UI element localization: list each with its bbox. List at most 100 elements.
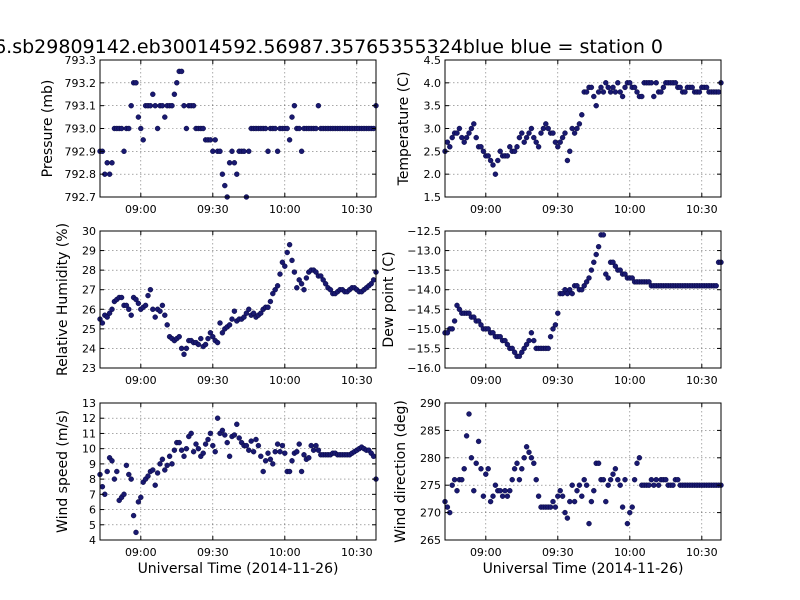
data-point [581,477,587,483]
data-point [121,148,127,155]
data-point [169,461,175,467]
data-point [471,488,477,494]
data-point [459,477,465,483]
data-point [128,102,134,109]
data-point [157,461,163,467]
data-point [471,121,477,127]
subplot-2: 30 29 28 27 26 25 24 23 09:00 09:30 10:00 10:30 Rela… [55,223,379,387]
data-point [224,439,230,446]
data-point [456,306,463,312]
data-point [130,512,137,519]
data-point [320,277,326,283]
x-tick-label: 10:00 [614,374,646,387]
data-point [250,449,257,455]
data-point [459,134,465,141]
data-point [152,314,158,320]
x-tick-label: 10:30 [686,374,718,387]
data-point [243,310,250,316]
data-point [166,453,173,459]
data-point [473,460,479,466]
data-point [231,432,238,438]
data-point [603,80,609,86]
data-point [528,330,535,336]
data-point [250,310,257,316]
data-point [622,477,628,483]
data-point [454,302,460,309]
data-point [190,102,197,109]
data-point [128,476,134,482]
data-point [636,455,643,461]
data-point [234,421,240,427]
data-point [217,148,223,155]
data-point [152,482,158,488]
data-point [559,134,566,141]
data-point [547,334,554,340]
data-point [289,114,295,120]
data-point [322,281,329,287]
data-point [533,139,539,145]
data-point [658,89,664,95]
data-point [255,442,262,449]
data-point [516,353,523,359]
data-point [588,267,595,273]
x-tick-label: 10:00 [614,546,646,559]
axes-frame [444,230,722,369]
data-point [533,477,539,483]
data-point [169,102,175,109]
data-point [507,144,513,150]
y-axis-label: Relative Humidity (%) [55,223,71,376]
data-point [282,263,288,269]
data-point [612,466,619,472]
data-point [519,130,525,136]
data-point [253,436,259,443]
data-point [509,345,515,352]
data-point [200,450,206,456]
data-point [576,482,583,488]
data-point [622,271,628,277]
data-point [461,139,467,145]
data-point [461,466,467,472]
y-tick-label: 23 [82,362,96,375]
data-point [226,160,233,166]
data-point [147,102,154,109]
data-point [466,411,472,417]
x-tick-label: 10:00 [614,203,646,216]
data-point [190,449,197,455]
x-tick-label: 10:30 [341,203,373,216]
data-point [550,326,556,332]
data-point [181,102,187,109]
data-point [622,84,628,91]
x-tick-label: 09:30 [197,203,229,216]
y-tick-label: 12 [82,412,96,425]
data-point [174,80,180,86]
data-point [581,283,587,289]
data-point [241,148,247,155]
data-point [670,482,676,488]
data-point [468,125,475,132]
subplots: 793.3793.2793.1793.0792.9792.8792.709:00… [40,54,724,577]
data-point [231,308,238,314]
data-point [301,287,307,293]
data-point [315,102,322,109]
data-point [162,467,168,473]
data-point [212,449,218,455]
data-point [607,89,614,95]
data-point [183,446,190,452]
y-tick-label: −12.5 [407,225,441,238]
data-point [509,477,515,483]
x-tick-label: 10:30 [686,203,718,216]
x-tick-label: 09:00 [125,546,157,559]
data-point [246,306,252,312]
x-tick-label: 10:30 [341,374,373,387]
data-point [200,125,206,132]
y-tick-label: 793.3 [65,54,97,67]
data-point [243,442,250,449]
data-point [504,153,511,159]
data-point [267,298,274,305]
x-tick-label: 09:00 [125,203,157,216]
data-point [291,269,298,275]
data-point [696,89,703,95]
y-tick-label: 792.9 [65,145,97,158]
y-tick-label: 11 [82,427,96,440]
data-point [451,477,458,483]
